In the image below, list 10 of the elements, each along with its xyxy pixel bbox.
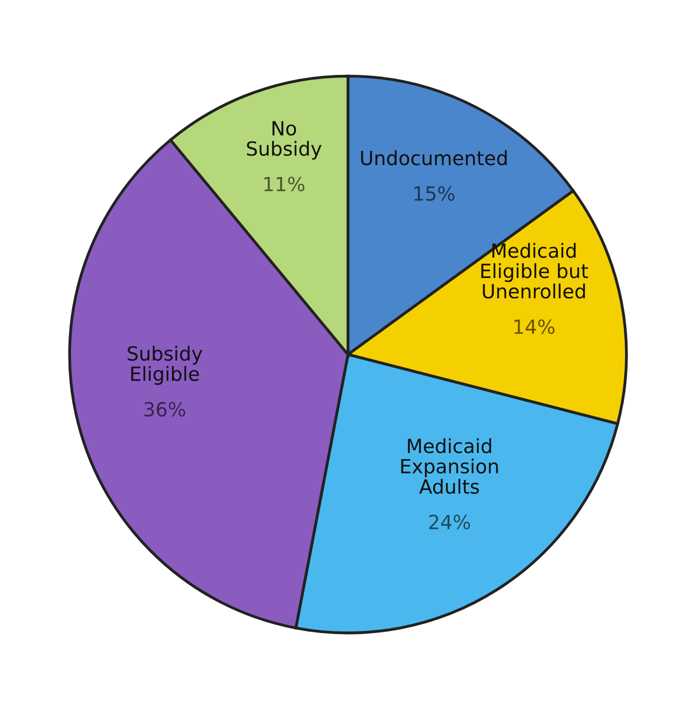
data-label: 11% <box>264 176 304 192</box>
data-label: 15% <box>414 186 454 201</box>
slice-label: No Subsidy <box>246 121 322 160</box>
slice-label: Medicaid Expansion Adults <box>401 438 498 494</box>
slice-label: Subsidy Eligible <box>128 346 202 385</box>
data-label: 24% <box>429 514 470 530</box>
slice-label: Undocumented <box>361 150 507 166</box>
slice-label: Medicaid Eligible but Unenrolled <box>481 242 588 299</box>
data-label: 14% <box>514 319 554 334</box>
data-label: 36% <box>144 402 186 417</box>
